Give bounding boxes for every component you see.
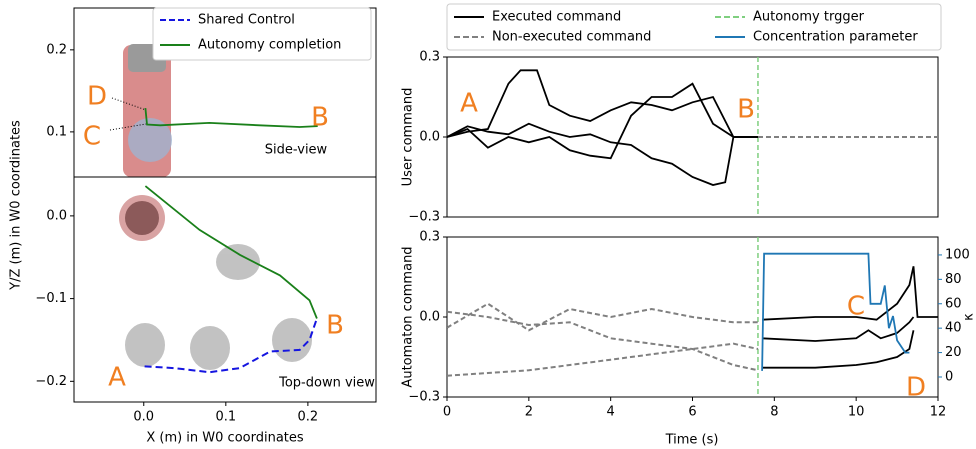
annotation: C <box>847 292 865 322</box>
y2-tick-label: 0 <box>945 369 953 384</box>
y2-tick-label: 60 <box>945 296 962 311</box>
y-tick-label: 0.0 <box>46 208 67 223</box>
y-tick-label: 0.3 <box>419 50 440 65</box>
legend-box <box>446 3 942 51</box>
hands <box>125 244 312 370</box>
y2-tick-label: 80 <box>945 272 962 287</box>
axis-label: Time (s) <box>665 433 719 448</box>
axis-label: X (m) in W0 coordinates <box>146 431 304 446</box>
annotation: B <box>311 103 329 133</box>
legend-label: Autonomy trgger <box>753 10 865 25</box>
x-tick-label: 4 <box>607 405 615 420</box>
x-tick-label: 8 <box>770 405 778 420</box>
y-tick-label: 0.3 <box>419 230 440 245</box>
y-tick-label: −0.1 <box>35 291 67 306</box>
bottle-top <box>119 195 165 241</box>
legend-label: Concentration parameter <box>753 30 918 45</box>
legend-label: Executed command <box>492 10 621 25</box>
y-tick-label: 0.1 <box>46 124 67 139</box>
legend-label: Non-executed command <box>492 30 651 45</box>
plot-frame <box>73 176 377 403</box>
y-tick-label: 0.0 <box>419 130 440 145</box>
annotation: D <box>906 373 926 403</box>
plot-area <box>447 237 938 397</box>
series-line <box>447 122 758 186</box>
annotation: A <box>108 363 126 393</box>
series-line <box>762 330 915 369</box>
x-tick-label: 0 <box>443 405 451 420</box>
axis-label: Y/Z (m) in W0 coordinates <box>9 120 24 291</box>
axis-label: User command <box>401 88 416 187</box>
series-line <box>144 108 318 128</box>
x-tick-label: 6 <box>688 405 696 420</box>
annotation: B <box>326 311 344 341</box>
series-line <box>762 266 938 321</box>
annotation: C <box>83 122 101 152</box>
series-line <box>144 318 318 374</box>
series-line <box>447 82 758 160</box>
annotation: A <box>460 89 478 119</box>
pointer <box>111 97 147 111</box>
y-tick-label: 0.0 <box>419 310 440 325</box>
pointer <box>109 123 147 131</box>
y2-tick-label: 100 <box>945 247 970 262</box>
y-tick-label: −0.3 <box>408 390 440 405</box>
series-line <box>447 302 758 332</box>
x-tick-label: 10 <box>848 405 865 420</box>
series-line <box>447 342 759 377</box>
annotation: D <box>87 82 107 112</box>
annotation: Side-view <box>265 143 328 158</box>
axis-label: Automaton command <box>401 246 416 387</box>
x-tick-label: 12 <box>930 405 947 420</box>
annotation: B <box>737 95 755 125</box>
y2-tick-label: 20 <box>945 345 962 360</box>
series-line <box>762 316 915 342</box>
x-tick-label: 0.0 <box>133 410 154 425</box>
plot-area <box>144 108 318 128</box>
y-tick-label: −0.3 <box>408 210 440 225</box>
legend-box <box>152 7 372 61</box>
bottle-side <box>123 44 172 177</box>
plot-area <box>447 57 938 217</box>
y2-tick-label: 40 <box>945 321 962 336</box>
series-line <box>761 252 910 371</box>
x-tick-label: 0.2 <box>298 410 319 425</box>
y-tick-label: −0.2 <box>35 374 67 389</box>
y-tick-label: 0.2 <box>46 42 67 57</box>
series-line <box>144 185 318 319</box>
axis-label: κ <box>962 313 976 321</box>
plot-area <box>144 185 318 374</box>
x-tick-label: 2 <box>525 405 533 420</box>
legend-label: Shared Control <box>198 13 295 28</box>
legend-label: Autonomy completion <box>198 38 341 53</box>
x-tick-label: 0.1 <box>215 410 236 425</box>
annotation: Top-down view <box>278 376 375 391</box>
series-line <box>447 69 758 138</box>
